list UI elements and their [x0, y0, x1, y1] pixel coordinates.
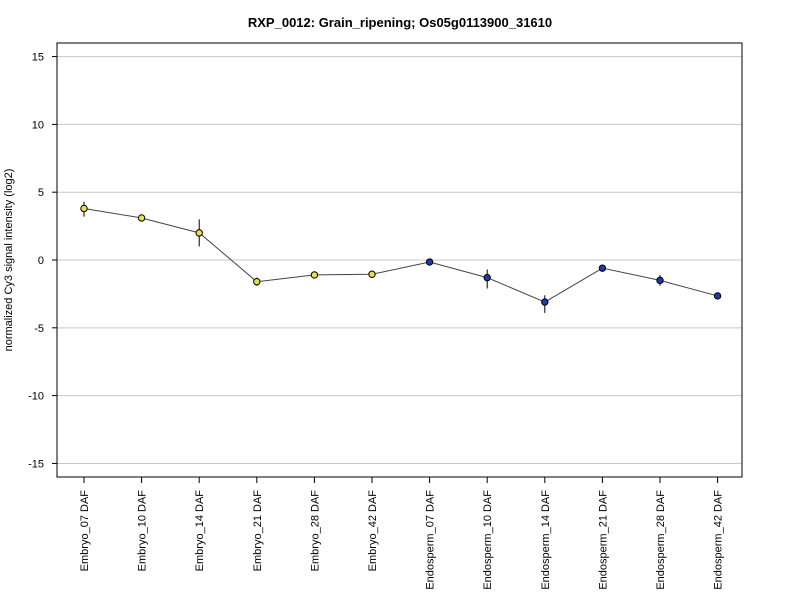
data-point [483, 273, 491, 282]
x-tick-label: Embryo_42 DAF [367, 490, 379, 572]
data-point [310, 271, 319, 279]
y-tick-label: 5 [38, 187, 44, 199]
x-tick-label: Embryo_21 DAF [252, 490, 264, 572]
data-point [656, 276, 664, 285]
chart-title: RXP_0012: Grain_ripening; Os05g0113900_3… [248, 15, 552, 30]
data-point [137, 214, 146, 222]
x-tick-label: Embryo_28 DAF [309, 490, 321, 572]
series-layer [80, 201, 722, 313]
x-tick-label: Embryo_14 DAF [194, 490, 206, 572]
x-axis: Embryo_07 DAF Embryo_10 DAF Embryo_14 DAF E… [79, 477, 725, 590]
y-axis-label: normalized Cy3 signal intensity (log2) [3, 169, 15, 352]
data-point [80, 204, 88, 213]
x-tick-label: Endosperm_21 DAF [597, 490, 609, 590]
y-tick-label: 15 [32, 52, 44, 64]
x-tick-label: Endosperm_42 DAF [713, 490, 725, 590]
data-point [713, 292, 722, 300]
x-tick-label: Endosperm_28 DAF [655, 490, 667, 590]
data-point [541, 298, 549, 306]
x-tick-label: Endosperm_14 DAF [540, 490, 552, 590]
y-axis: -15 -10 -5 0 5 10 15 [28, 52, 57, 470]
data-point [598, 264, 607, 272]
data-point [195, 229, 203, 237]
series-line [83, 207, 718, 303]
y-tick-label: -15 [28, 458, 44, 470]
x-tick-label: Endosperm_07 DAF [425, 490, 437, 590]
grid-lines [57, 56, 742, 464]
data-point [425, 258, 434, 266]
y-tick-label: 10 [32, 119, 44, 131]
x-tick-label: Embryo_07 DAF [79, 490, 91, 572]
data-point [368, 270, 376, 278]
x-tick-label: Embryo_10 DAF [137, 490, 149, 572]
x-tick-label: Endosperm_10 DAF [482, 490, 494, 590]
data-point [253, 278, 261, 286]
y-tick-label: -5 [34, 323, 44, 335]
y-tick-label: 0 [38, 255, 44, 267]
y-tick-label: -10 [28, 391, 44, 403]
